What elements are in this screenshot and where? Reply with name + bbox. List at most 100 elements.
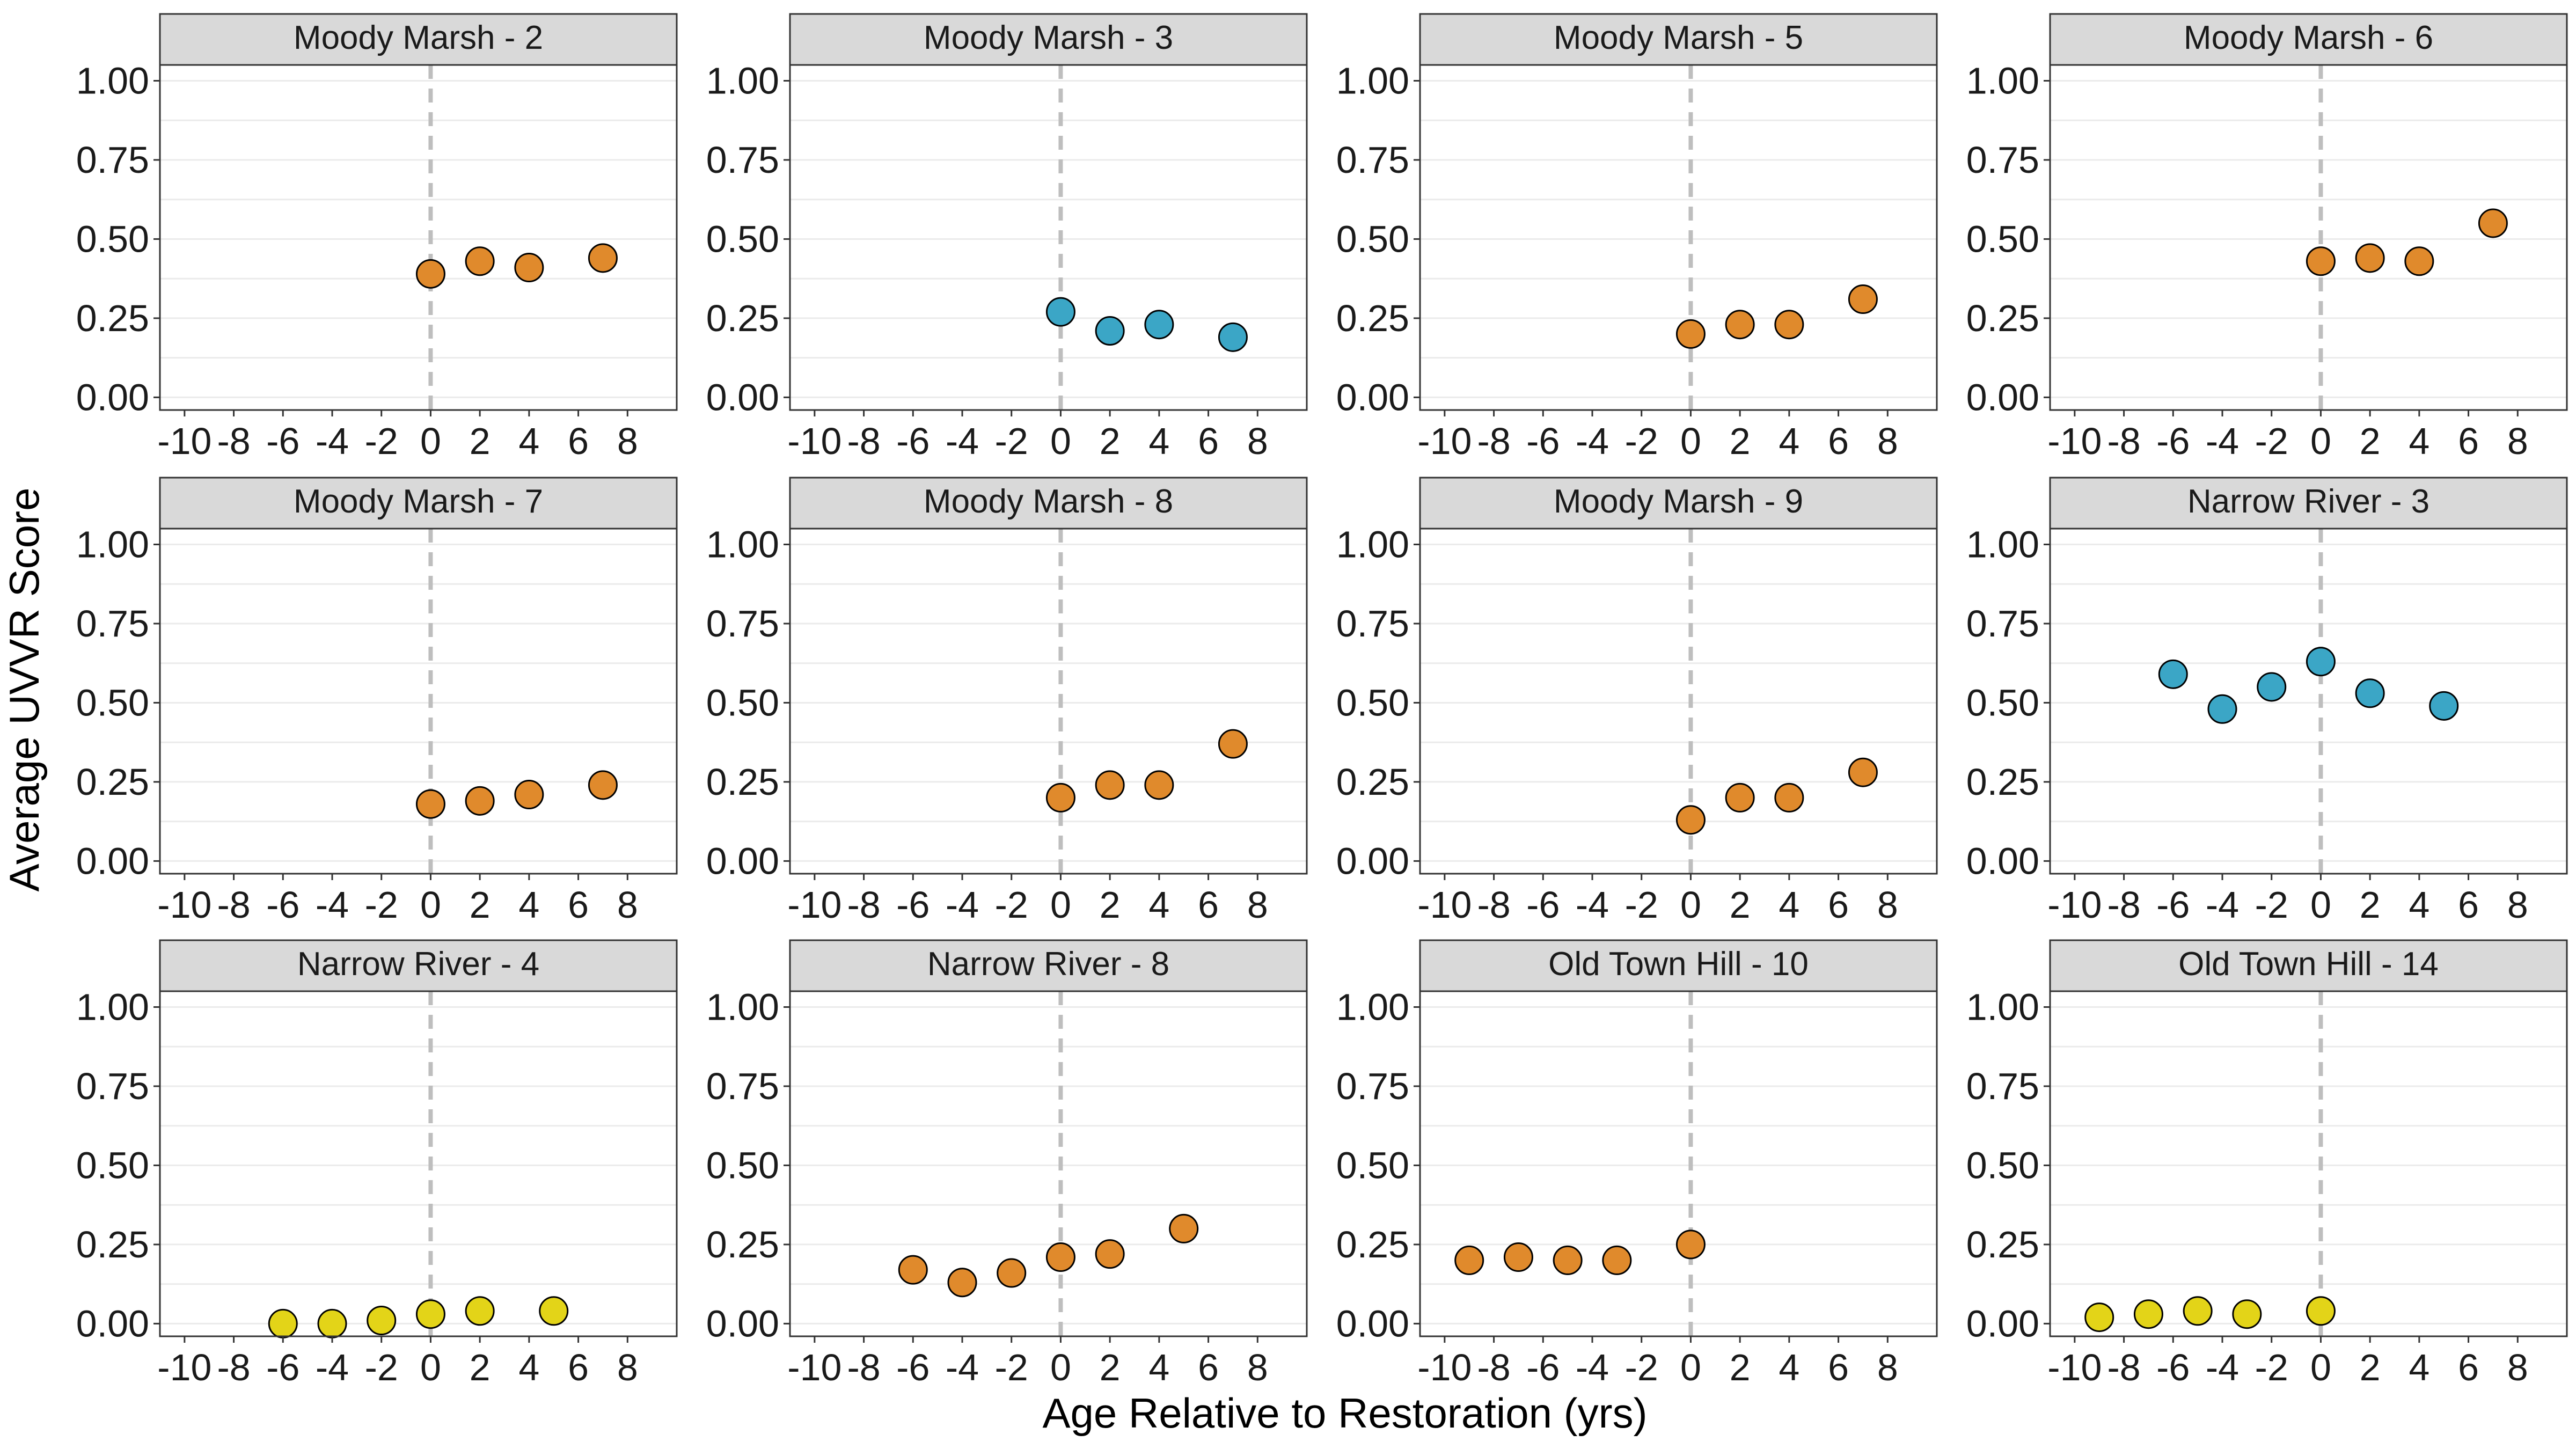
x-tick-label: -10	[157, 1346, 211, 1388]
x-tick-label: -4	[1576, 884, 1609, 926]
facet-strip	[2049, 13, 2568, 66]
x-tick-label: 2	[2360, 1346, 2381, 1388]
x-tick-label: 6	[568, 1346, 589, 1388]
y-tick-label: 1.00	[1336, 60, 1409, 101]
y-tick-label: 0.25	[76, 1224, 149, 1265]
facet-strip	[789, 13, 1308, 66]
facet-title: Moody Marsh - 9	[1554, 483, 1803, 520]
x-tick-label: 0	[420, 884, 441, 926]
x-tick-label: -2	[1625, 884, 1658, 926]
y-tick-label: 0.25	[76, 297, 149, 339]
data-point	[1095, 1239, 1125, 1269]
data-point	[514, 780, 544, 810]
facet-panel: Narrow River - 40.000.250.500.751.00-10-…	[76, 939, 678, 1388]
x-tick-label: 0	[420, 420, 441, 462]
data-point	[268, 1308, 298, 1338]
y-tick-label: 0.50	[706, 1144, 779, 1186]
y-tick-label: 1.00	[706, 60, 779, 101]
facet-title: Narrow River - 8	[927, 946, 1169, 983]
x-tick-label: 6	[2458, 420, 2479, 462]
facet-strip	[789, 939, 1308, 992]
x-tick-label: -8	[2107, 420, 2140, 462]
data-point	[1675, 805, 1706, 835]
y-tick-label: 0.25	[706, 297, 779, 339]
y-tick-label: 0.25	[1336, 761, 1409, 803]
y-tick-label: 1.00	[1966, 986, 2039, 1028]
y-tick-label: 0.00	[1966, 1302, 2039, 1344]
facet-panel: Moody Marsh - 9 0.00 0.25 0.50 0.75 1.00 -10 -8…	[1336, 477, 1938, 926]
x-tick-label: 8	[617, 1346, 638, 1388]
panel-border	[2049, 528, 2568, 875]
panel-background	[790, 65, 1307, 410]
x-tick-label: -8	[1477, 884, 1510, 926]
x-tick-label: 8	[2507, 420, 2528, 462]
x-tick-label: -10	[2047, 420, 2102, 462]
facet-panel: Moody Marsh - 3 0.00 0.25 0.50 0.75 1.00 -10 -8…	[706, 13, 1308, 462]
facet-panels: Moody Marsh - 20.000.250.500.751.00-10 -8…	[76, 13, 2568, 1388]
x-tick-label: -10	[787, 1346, 841, 1388]
y-tick-label: 0.50	[76, 1144, 149, 1186]
facet-title: Moody Marsh - 2	[294, 19, 543, 56]
panel-background	[1420, 991, 1937, 1336]
x-tick-label: 8	[1247, 1346, 1268, 1388]
y-tick-label: 0.50	[706, 218, 779, 260]
facet-panel: Old Town Hill - 14 0.00 0.25 0.50 0.75 1.00 -1…	[1966, 939, 2568, 1388]
y-axis-title: Average UVVR Score	[1, 488, 48, 892]
y-tick-label: 0.50	[706, 682, 779, 723]
facet-panel: Moody Marsh - 5 0.00 0.25 0.50 0.75 1.00 -10 -8…	[1336, 13, 1938, 462]
facet-title: Narrow River - 3	[2187, 483, 2429, 520]
x-tick-label: 0	[1680, 884, 1701, 926]
x-tick-label: -6	[266, 1346, 299, 1388]
y-tick-label: 0.50	[1336, 682, 1409, 723]
x-tick-label: -6	[896, 884, 930, 926]
facet-strip	[2049, 939, 2568, 992]
x-tick-label: 2	[1730, 884, 1751, 926]
data-point	[588, 243, 618, 273]
y-tick-label: 0.00	[1336, 1302, 1409, 1344]
panel-background	[160, 529, 677, 874]
panel-border	[1419, 528, 1938, 875]
y-tick-label: 1.00	[1966, 60, 2039, 101]
x-tick-label: 4	[518, 884, 539, 926]
y-tick-label: 0.00	[706, 1302, 779, 1344]
x-tick-label: 6	[1198, 884, 1219, 926]
x-tick-label: 0	[1050, 884, 1071, 926]
y-tick-label: 0.50	[1966, 1144, 2039, 1186]
data-point	[1218, 322, 1248, 352]
x-tick-label: 2	[470, 884, 491, 926]
panel-background	[790, 529, 1307, 874]
x-tick-label: 4	[1148, 884, 1169, 926]
x-tick-label: -10	[2047, 884, 2102, 926]
data-point	[2355, 678, 2385, 708]
x-tick-label: 2	[2360, 420, 2381, 462]
x-tick-label: -10	[787, 884, 841, 926]
x-tick-label: -4	[316, 884, 349, 926]
panel-background	[1420, 65, 1937, 410]
x-tick-label: -2	[995, 420, 1028, 462]
x-tick-label: 2	[2360, 884, 2381, 926]
data-point	[2478, 208, 2508, 238]
x-tick-label: -6	[1526, 1346, 1560, 1388]
facet-panel: Old Town Hill - 10 0.00 0.25 0.50 0.75 1.00 -1…	[1336, 939, 1938, 1388]
data-point	[1774, 782, 1804, 813]
panel-border	[1419, 990, 1938, 1337]
facet-panel: Moody Marsh - 2 0.00 0.25 0.50 0.75 1.00 -10 -8…	[76, 13, 678, 462]
y-tick-label: 1.00	[76, 60, 149, 101]
data-point	[2257, 672, 2287, 702]
x-tick-label: 0	[1050, 1346, 1071, 1388]
panel-border	[1419, 64, 1938, 411]
x-tick-label: 4	[2409, 420, 2429, 462]
x-tick-label: -6	[2156, 884, 2190, 926]
data-point	[1144, 770, 1174, 800]
data-point	[2429, 691, 2459, 721]
y-tick-label: 0.75	[1336, 603, 1409, 645]
data-point	[2404, 246, 2434, 276]
x-tick-label: 4	[1779, 1346, 1799, 1388]
y-tick-label: 0.00	[76, 1302, 149, 1344]
panel-background	[160, 65, 677, 410]
y-tick-label: 0.25	[1336, 1224, 1409, 1265]
facet-strip	[1419, 477, 1938, 530]
x-tick-label: 4	[1148, 420, 1169, 462]
y-tick-label: 0.75	[706, 1065, 779, 1107]
data-point	[1045, 1242, 1075, 1272]
